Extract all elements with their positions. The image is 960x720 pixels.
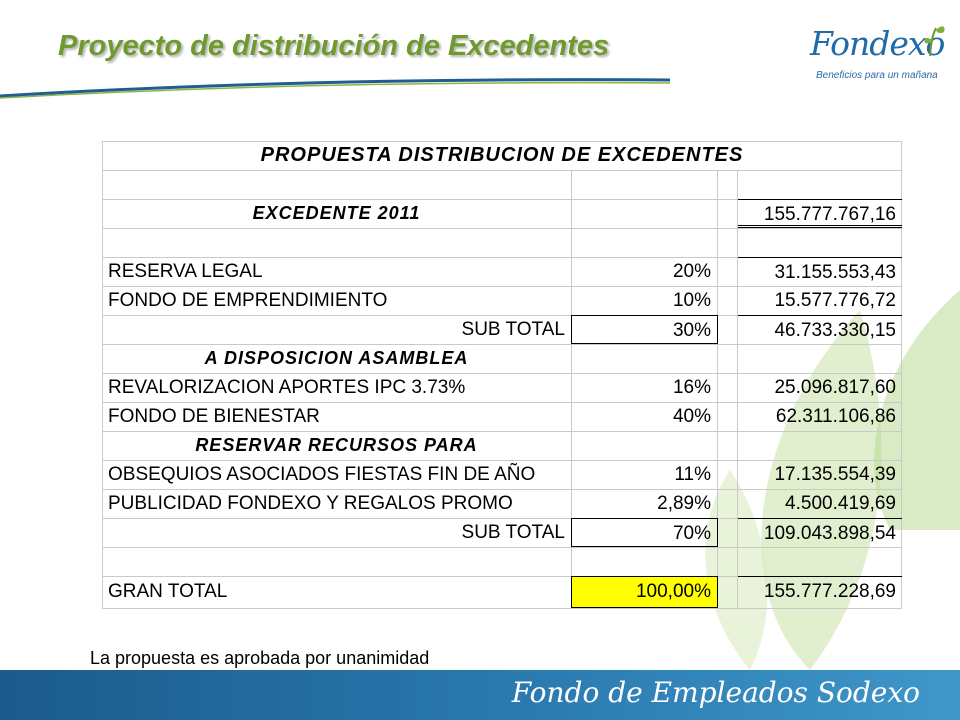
row-percent: 11% — [674, 464, 711, 485]
logo-wordmark: Fondexo — [810, 24, 945, 63]
row-percent: 16% — [672, 377, 711, 398]
decorative-leaves — [705, 290, 960, 670]
row-label: REVALORIZACION APORTES IPC 3.73% — [108, 377, 466, 398]
row-label: RESERVA LEGAL — [108, 261, 263, 282]
logo-tagline: Beneficios para un mañana — [816, 70, 938, 81]
row-value: 25.096.817,60 — [774, 377, 896, 398]
subtotal-label: SUB TOTAL — [461, 319, 565, 340]
footer-text: Fondo de Empleados Sodexo — [511, 676, 920, 709]
approval-note: La propuesta es aprobada por unanimidad — [90, 648, 430, 668]
footer-bar: Fondo de Empleados Sodexo — [0, 670, 960, 720]
leaf-sprout-icon — [924, 26, 945, 56]
section-heading-asamblea: A DISPOSICION ASAMBLEA — [204, 348, 469, 368]
subtotal-value: 109.043.898,54 — [738, 518, 902, 547]
row-label: FONDO DE EMPRENDIMIENTO — [108, 290, 388, 311]
fondexo-logo: Fondexo Beneficios para un mañana — [810, 20, 950, 90]
row-percent: 2,89% — [657, 493, 711, 514]
subtotal-label: SUB TOTAL — [461, 522, 565, 543]
row-value: 31.155.553,43 — [738, 257, 902, 286]
title-underline — [0, 78, 671, 99]
table-heading: PROPUESTA DISTRIBUCION DE EXCEDENTES — [260, 144, 744, 166]
row-value: 4.500.419,69 — [785, 493, 896, 514]
row-percent: 10% — [672, 290, 711, 311]
grand-total-percent: 100,00% — [571, 576, 718, 608]
row-value: 17.135.554,39 — [774, 464, 896, 485]
distribution-table: PROPUESTA DISTRIBUCION DE EXCEDENTES EXC… — [102, 141, 902, 609]
row-percent: 40% — [672, 406, 711, 427]
grand-total-label: GRAN TOTAL — [108, 581, 228, 602]
excedente-label: EXCEDENTE 2011 — [252, 203, 421, 223]
row-label: OBSEQUIOS ASOCIADOS FIESTAS FIN DE AÑO — [108, 464, 536, 485]
section-heading-reservar: RESERVAR RECURSOS PARA — [195, 435, 478, 455]
row-percent: 20% — [672, 261, 711, 282]
row-value: 62.311.106,86 — [775, 406, 896, 427]
subtotal-percent: 70% — [571, 518, 718, 547]
subtotal-percent: 30% — [571, 315, 718, 344]
grand-total-value: 155.777.228,69 — [738, 576, 902, 608]
excedente-value: 155.777.767,16 — [738, 199, 902, 228]
subtotal-value: 46.733.330,15 — [738, 315, 902, 344]
row-label: PUBLICIDAD FONDEXO Y REGALOS PROMO — [108, 493, 513, 514]
row-label: FONDO DE BIENESTAR — [108, 406, 320, 427]
row-value: 15.577.776,72 — [774, 290, 896, 311]
slide-title: Proyecto de distribución de Excedentes — [58, 30, 610, 62]
